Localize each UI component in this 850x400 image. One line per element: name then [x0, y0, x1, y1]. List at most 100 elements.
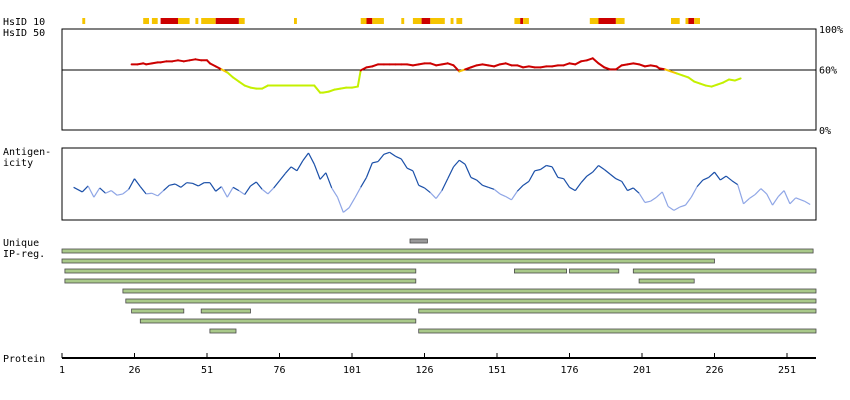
ip-region-bar-1: [61, 248, 814, 254]
hsid10-segment-10: [360, 18, 367, 24]
hsid10-segment-2: [151, 18, 158, 24]
ipreg-label-line2: IP-reg.: [3, 249, 45, 260]
antigenicity-segment-65: [453, 159, 460, 168]
antigenicity-segment-57: [406, 167, 414, 172]
antigenicity-segment-20: [192, 182, 199, 187]
protein-tick-label-101: 101: [343, 365, 361, 376]
antigenicity-segment-7: [116, 193, 124, 196]
antigenicity-segment-92: [609, 173, 617, 180]
antigenicity-segment-6: [110, 190, 118, 196]
hsid10-segment-4: [178, 18, 190, 24]
hsid10-segment-22: [589, 18, 599, 24]
antigenicity-segment-40: [307, 152, 315, 165]
hsid50-segment-19: [232, 76, 240, 83]
hsid50-segment-21: [243, 84, 252, 89]
protein-tick-label-76: 76: [273, 365, 285, 376]
antigenicity-label-line1: Antigen-: [3, 147, 51, 158]
antigenicity-segment-85: [569, 186, 576, 192]
antigenicity-segment-18: [180, 182, 188, 188]
hsid50-segment-59: [458, 68, 467, 73]
antigenicity-segment-32: [261, 188, 269, 195]
antigenicity-segment-73: [499, 193, 506, 198]
hsid50-segment-60: [464, 66, 472, 71]
hsid50-segment-44: [371, 63, 380, 68]
hsid50-y-ticks: 100% 60% 0%: [819, 25, 843, 137]
hsid50-segment-24: [261, 84, 269, 90]
antigenicity-segment-54: [389, 151, 396, 157]
antigenicity-segment-26: [226, 186, 234, 198]
antigenicity-segment-36: [284, 166, 292, 174]
antigenicity-segment-60: [424, 187, 431, 194]
antigenicity-segment-66: [458, 159, 466, 165]
ip-region-bar-2: [61, 258, 715, 264]
antigenicity-segment-109: [708, 171, 715, 178]
hsid50-segment-103: [710, 83, 719, 88]
ip-region-bar-5: [569, 268, 620, 274]
hsid50-segment-99: [687, 76, 696, 83]
antigenicity-segment-19: [186, 182, 193, 184]
hsid50-segment-33: [313, 84, 322, 94]
hsid50-segment-86: [614, 64, 623, 71]
antigenicity-segment-46: [342, 207, 350, 213]
antigenicity-segment-44: [331, 187, 339, 198]
antigenicity-segment-29: [244, 185, 251, 195]
antigenicity-segment-113: [731, 180, 739, 186]
ip-region-bar-16: [418, 328, 817, 334]
antigenicity-segment-71: [488, 186, 495, 190]
antigenicity-segment-2: [87, 185, 95, 198]
antigenicity-segment-106: [690, 186, 698, 198]
ip-region-bar-10: [125, 298, 817, 304]
antigenicity-segment-0: [73, 186, 83, 193]
hsid50-tick-60: 60%: [819, 65, 837, 76]
protein-tick-label-26: 26: [128, 365, 140, 376]
antigenicity-segment-120: [772, 196, 779, 206]
antigenicity-segment-64: [447, 166, 455, 179]
antigenicity-segment-14: [157, 190, 164, 197]
antigenicity-line: [73, 151, 811, 213]
antigenicity-segment-68: [470, 176, 477, 181]
hsid50-segment-65: [493, 63, 501, 68]
antigenicity-segment-96: [632, 187, 640, 194]
hsid10-segment-21: [523, 18, 529, 24]
antigenicity-segment-27: [232, 186, 240, 192]
hsid10-segment-23: [598, 18, 616, 24]
hsid10-strip: [82, 18, 700, 24]
antigenicity-segment-51: [372, 160, 379, 164]
hsid10-segment-27: [688, 18, 695, 24]
protein-tick-label-226: 226: [705, 365, 723, 376]
antigenicity-segment-105: [685, 196, 692, 206]
antigenicity-segment-24: [215, 186, 222, 192]
hsid10-segment-12: [372, 18, 384, 24]
antigenicity-segment-47: [348, 197, 356, 209]
antigenicity-segment-75: [511, 190, 518, 201]
antigenicity-segment-63: [441, 178, 449, 191]
hsid50-segment-18: [226, 71, 235, 79]
hsid50-segment-90: [638, 63, 646, 68]
antigenicity-segment-8: [122, 188, 130, 195]
hsid50-segment-36: [327, 88, 336, 93]
antigenicity-segment-78: [528, 170, 536, 182]
antigenicity-segment-52: [377, 153, 385, 162]
ip-region-bar-8: [638, 278, 695, 284]
hsid50-segment-101: [699, 82, 707, 87]
antigenicity-segment-103: [673, 206, 680, 211]
hsid10-segment-20: [520, 18, 524, 24]
antigenicity-segment-98: [644, 200, 651, 204]
hsid50-segment-97: [675, 72, 684, 77]
hsid50-tick-100: 100%: [819, 25, 843, 36]
ipreg-bars: [61, 238, 817, 334]
antigenicity-segment-107: [696, 179, 704, 188]
antigenicity-segment-121: [777, 190, 785, 197]
antigenicity-segment-104: [679, 204, 686, 208]
antigenicity-segment-28: [238, 190, 246, 196]
antigenicity-segment-11: [139, 186, 147, 195]
antigenicity-segment-69: [476, 179, 483, 186]
hsid50-line: [130, 57, 742, 94]
antigenicity-segment-84: [563, 178, 570, 188]
antigenicity-segment-112: [725, 175, 733, 182]
hsid50-segment-82: [591, 57, 600, 65]
antigenicity-segment-34: [273, 180, 280, 189]
antigenicity-segment-10: [134, 178, 141, 187]
hsid50-segment-41: [356, 69, 362, 88]
